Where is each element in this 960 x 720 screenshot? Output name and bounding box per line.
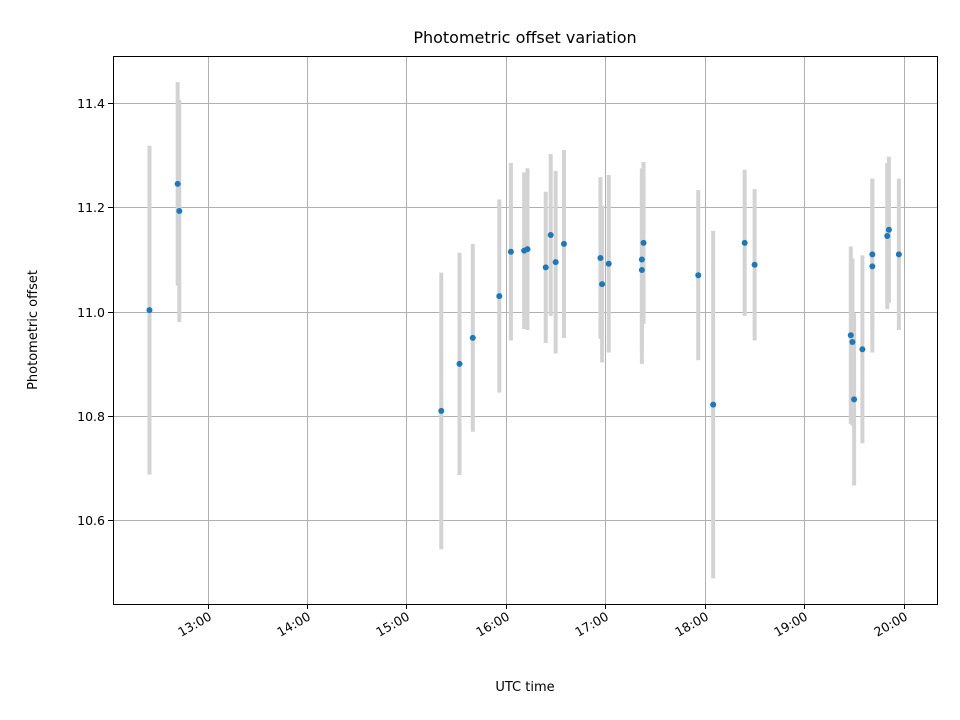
data-point [885, 226, 892, 233]
data-point [542, 264, 549, 271]
data-point [597, 254, 604, 261]
x-tick-label: 15:00 [373, 609, 412, 640]
y-tick-label: 11.2 [77, 200, 105, 215]
y-tick-label: 10.8 [77, 409, 105, 424]
x-tick-label: 13:00 [175, 609, 214, 640]
data-point [438, 407, 445, 414]
data-point [751, 261, 758, 268]
data-point [847, 332, 854, 339]
y-tick-label: 11.0 [77, 305, 105, 320]
data-point [496, 293, 503, 300]
data-point [507, 248, 514, 255]
data-point [849, 339, 856, 346]
grid [113, 56, 937, 604]
x-tick-label: 20:00 [871, 609, 910, 640]
data-point [869, 251, 876, 258]
data-point [895, 251, 902, 258]
data-point [547, 232, 554, 239]
data-point [640, 239, 647, 246]
data-point [176, 208, 183, 215]
data-point [174, 180, 181, 187]
y-tick-label: 11.4 [77, 96, 105, 111]
x-axis-label: UTC time [495, 680, 554, 695]
x-tick-label: 17:00 [572, 609, 611, 640]
data-point [741, 239, 748, 246]
data-point [851, 396, 858, 403]
data-point [638, 256, 645, 263]
x-tick-label: 19:00 [771, 609, 810, 640]
data-point [560, 240, 567, 247]
data-point [146, 307, 153, 314]
x-tick-label: 18:00 [672, 609, 711, 640]
y-axis-label: Photometric offset [26, 270, 41, 390]
plot-frame [113, 56, 938, 605]
data-point [552, 259, 559, 266]
data-point [456, 360, 463, 367]
data-point [469, 334, 476, 341]
x-axis-ticks: 13:00 14:00 15:00 16:00 17:00 18:00 19:00 20:00 [175, 604, 910, 640]
error-bars [147, 82, 901, 579]
x-tick-label: 14:00 [274, 609, 313, 640]
data-point [710, 401, 717, 408]
data-point [884, 233, 891, 240]
data-point [605, 260, 612, 267]
data-point [859, 346, 866, 353]
data-point [599, 281, 606, 288]
data-point [695, 272, 702, 279]
x-tick-label: 16:00 [473, 609, 512, 640]
chart-title: Photometric offset variation [413, 28, 636, 47]
data-point [524, 246, 531, 253]
data-points [146, 180, 902, 414]
y-tick-label: 10.6 [77, 513, 105, 528]
y-axis-ticks: 10.6 10.8 11.0 11.2 11.4 [77, 96, 113, 528]
data-point [638, 266, 645, 273]
data-point [869, 263, 876, 270]
